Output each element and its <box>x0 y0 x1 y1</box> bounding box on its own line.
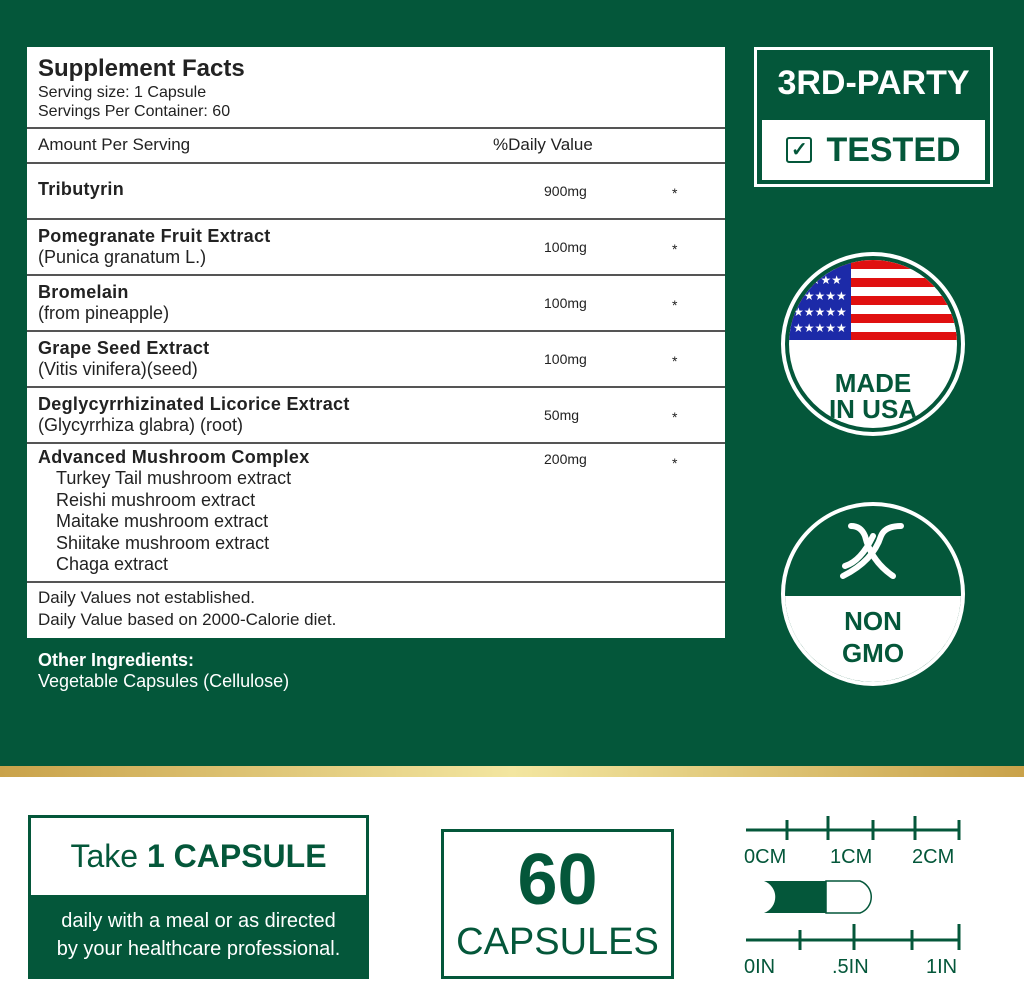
servings-per-container: Servings Per Container: 60 <box>38 103 231 120</box>
ruler-label-half-in: .5IN <box>832 956 869 978</box>
facts-title: Supplement Facts <box>38 55 245 82</box>
ingredient-description: (from pineapple) <box>38 303 170 323</box>
footnote-not-established: Daily Values not established. <box>38 588 256 607</box>
ruler-label-0cm: 0CM <box>744 846 787 868</box>
ingredient-name: Grape Seed Extract <box>38 338 210 358</box>
svg-text:★★★★: ★★★★ <box>799 273 842 287</box>
ingredient-row: Bromelain (from pineapple) 100mg * <box>27 276 725 332</box>
mushroom-item: Shiitake mushroom extract <box>56 532 270 553</box>
dosage-box: Take 1 CAPSULE daily with a meal or as d… <box>28 815 369 979</box>
other-ingredients-value: Vegetable Capsules (Cellulose) <box>38 671 290 691</box>
ingredient-row: Tributyrin 900mg * <box>27 164 725 220</box>
ingredient-dv: * <box>672 409 678 425</box>
ruler-label-1in: 1IN <box>926 956 958 978</box>
daily-value-header: %Daily Value <box>493 135 593 154</box>
gold-divider <box>0 766 1024 777</box>
us-flag-icon: ★★★★★★★★★★★★★★★★★★★ <box>789 260 957 340</box>
take-text: Take <box>70 838 147 874</box>
ingredient-dv: * <box>672 455 678 471</box>
mushroom-item: Reishi mushroom extract <box>56 489 256 510</box>
amount-per-serving-header: Amount Per Serving <box>38 135 191 154</box>
dna-icon <box>840 523 904 579</box>
ingredient-name: Tributyrin <box>38 179 125 199</box>
ingredient-dv: * <box>672 185 678 201</box>
badge-bottom-text: TESTED <box>826 130 961 169</box>
ruler-label-2cm: 2CM <box>912 846 955 868</box>
made-in-usa-badge: ★★★★ ★★★★★ ★★★★★ ★★★★★ MADE IN USA <box>781 252 965 436</box>
other-ingredients: Other Ingredients: Vegetable Capsules (C… <box>38 650 289 692</box>
ingredient-dv: * <box>672 297 678 313</box>
mushroom-item: Chaga extract <box>56 554 169 574</box>
ingredient-name: Deglycyrrhizinated Licorice Extract <box>38 394 350 414</box>
mushroom-item: Turkey Tail mushroom extract <box>56 468 292 488</box>
svg-text:★★★★★: ★★★★★ <box>793 305 847 319</box>
svg-text:★★★★★: ★★★★★ <box>793 289 847 303</box>
checkbox-icon: ✓ <box>786 137 813 163</box>
ingredient-name: Pomegranate Fruit Extract <box>38 226 271 246</box>
footnote-calorie-diet: Daily Value based on 2000-Calorie diet. <box>38 610 337 629</box>
ingredient-description: (Vitis vinifera)(seed) <box>38 359 198 379</box>
ingredient-description: (Glycyrrhiza glabra) (root) <box>38 415 244 435</box>
ingredient-dv: * <box>672 353 678 369</box>
third-party-tested-badge: 3RD-PARTY ✓ TESTED <box>754 47 993 187</box>
non-text: NON <box>844 606 902 636</box>
mushroom-item: Maitake mushroom extract <box>56 511 269 531</box>
ingredient-row: Grape Seed Extract (Vitis vinifera)(seed)… <box>27 332 725 388</box>
in-usa-text: IN USA <box>828 394 918 424</box>
ingredient-name: Advanced Mushroom Complex <box>38 447 310 467</box>
size-ruler <box>746 816 961 950</box>
made-text: MADE <box>834 368 912 398</box>
ruler-label-1cm: 1CM <box>830 846 873 868</box>
ingredient-amount: 50mg <box>544 407 580 423</box>
capsule-count-label: CAPSULES <box>456 921 659 963</box>
gmo-text: GMO <box>841 638 905 668</box>
ingredient-dv: * <box>672 241 678 257</box>
svg-text:★★★★★: ★★★★★ <box>793 321 847 335</box>
one-capsule-text: 1 CAPSULE <box>146 838 327 874</box>
serving-size: Serving size: 1 Capsule <box>38 84 207 101</box>
ingredient-row: Pomegranate Fruit Extract (Punica granatu… <box>27 220 725 276</box>
ingredient-amount: 200mg <box>544 451 587 467</box>
non-gmo-badge: NON GMO <box>781 502 965 686</box>
supplement-facts-panel: Supplement Facts Serving size: 1 Capsule… <box>27 47 725 638</box>
capsule-count-box: 60 CAPSULES <box>441 829 674 979</box>
ingredient-amount: 900mg <box>544 183 587 199</box>
ingredient-description: (Punica granatum L.) <box>38 247 207 267</box>
dosage-line-2: by your healthcare professional. <box>56 938 341 960</box>
ingredient-row: Deglycyrrhizinated Licorice Extract (Glyc… <box>27 388 725 444</box>
ingredient-amount: 100mg <box>544 351 587 367</box>
ingredient-amount: 100mg <box>544 295 587 311</box>
capsule-icon <box>764 880 872 914</box>
ruler-label-0in: 0IN <box>744 956 776 978</box>
badge-top-text: 3RD-PARTY <box>777 64 970 102</box>
ingredient-name: Bromelain <box>38 282 129 302</box>
ingredient-amount: 100mg <box>544 239 587 255</box>
dosage-line-1: daily with a meal or as directed <box>61 910 336 932</box>
capsule-count: 60 <box>517 840 598 920</box>
other-ingredients-label: Other Ingredients: <box>38 650 195 670</box>
